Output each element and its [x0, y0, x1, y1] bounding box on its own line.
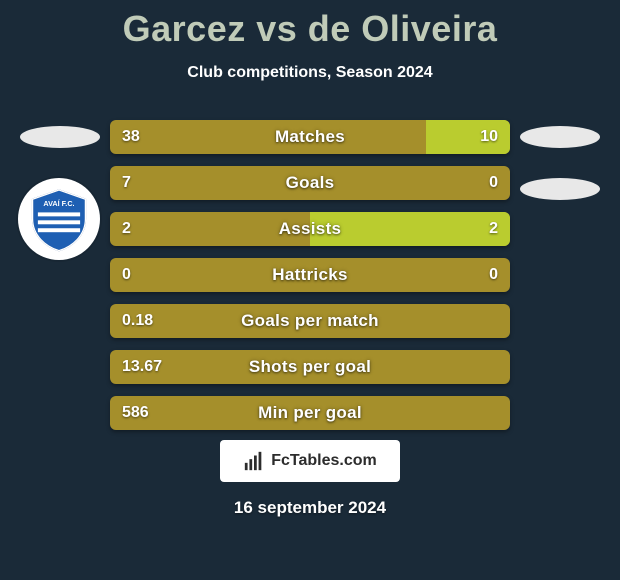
stat-bar: 0Hattricks0 [110, 258, 510, 292]
stat-label: Goals [110, 166, 510, 200]
player-right-badge-placeholder [520, 126, 600, 148]
stat-value-right: 0 [489, 166, 498, 200]
player-right-badge-placeholder-2 [520, 178, 600, 200]
page-title: Garcez vs de Oliveira [0, 0, 620, 50]
stat-value-right: 2 [489, 212, 498, 246]
stat-label: Min per goal [110, 396, 510, 430]
svg-text:AVAÍ F.C.: AVAÍ F.C. [43, 199, 74, 208]
stat-value-right: 10 [480, 120, 498, 154]
stat-bar: 586Min per goal [110, 396, 510, 430]
stat-label: Shots per goal [110, 350, 510, 384]
footer-date: 16 september 2024 [0, 498, 620, 518]
stat-label: Hattricks [110, 258, 510, 292]
stat-label: Matches [110, 120, 510, 154]
stats-bars: 38Matches107Goals02Assists20Hattricks00.… [110, 120, 510, 442]
stat-bar: 0.18Goals per match [110, 304, 510, 338]
club-crest: AVAÍ F.C. [18, 178, 100, 260]
stat-label: Goals per match [110, 304, 510, 338]
page-subtitle: Club competitions, Season 2024 [0, 64, 620, 82]
stat-label: Assists [110, 212, 510, 246]
chart-icon [243, 450, 265, 472]
stat-bar: 13.67Shots per goal [110, 350, 510, 384]
player-left-badge-placeholder [20, 126, 100, 148]
stat-value-right: 0 [489, 258, 498, 292]
stat-bar: 7Goals0 [110, 166, 510, 200]
club-crest-icon: AVAÍ F.C. [26, 186, 92, 252]
stat-bar: 38Matches10 [110, 120, 510, 154]
source-logo-text: FcTables.com [271, 452, 377, 470]
source-logo: FcTables.com [220, 440, 400, 482]
stat-bar: 2Assists2 [110, 212, 510, 246]
